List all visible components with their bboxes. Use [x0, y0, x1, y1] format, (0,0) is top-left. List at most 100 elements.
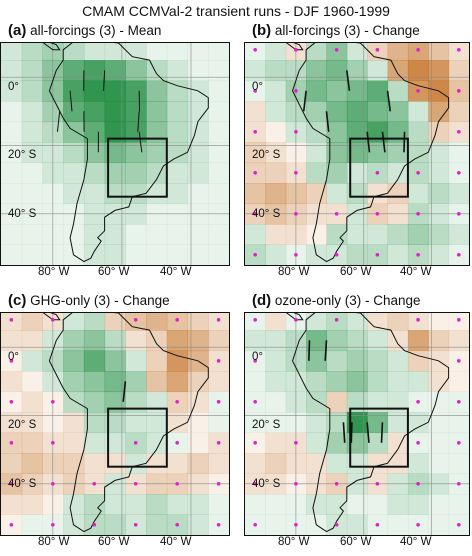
heatmap-cell [125, 101, 146, 122]
heatmap-cell [449, 494, 469, 515]
heatmap-cell [105, 245, 126, 265]
heatmap-cell [306, 122, 327, 143]
significance-dot [376, 48, 380, 52]
heatmap-cell [22, 43, 43, 61]
significance-dot [416, 523, 420, 527]
heatmap-cell [306, 453, 327, 474]
significance-dot [335, 48, 339, 52]
significance-dot [294, 212, 298, 216]
lon-label-80w: 80° W [38, 536, 69, 548]
heatmap-cell [449, 60, 469, 81]
heatmap-cell [125, 313, 146, 331]
significance-dot [376, 212, 380, 216]
significance-dot [416, 318, 420, 322]
significance-dot [253, 523, 257, 527]
heatmap-cell [245, 60, 266, 81]
heatmap-cell [167, 81, 188, 102]
heatmap-cell [449, 224, 469, 245]
heatmap-cell [84, 101, 105, 122]
significance-dot [457, 212, 461, 216]
heatmap-cell [105, 494, 126, 515]
lon-label-80w: 80° W [38, 266, 69, 278]
heatmap-cell [208, 224, 229, 245]
significance-dot [217, 400, 221, 404]
heatmap-cell [388, 224, 409, 245]
heatmap-cell [388, 330, 409, 351]
heatmap-cell [408, 122, 429, 143]
heatmap-cell [245, 183, 266, 204]
lon-label-40w: 40° W [160, 266, 191, 278]
heatmap-cell [347, 101, 368, 122]
heatmap-cell [245, 101, 266, 122]
heatmap-cell [347, 515, 368, 535]
significance-dot [294, 523, 298, 527]
heatmap-cell [125, 43, 146, 61]
significance-dot [416, 441, 420, 445]
heatmap-cell [63, 122, 84, 143]
significance-dot [253, 318, 257, 322]
significance-dot [457, 441, 461, 445]
heatmap-cell [306, 433, 327, 454]
lat-label-0: 0° [252, 351, 263, 363]
heatmap-cell [146, 515, 167, 535]
lat-label-20s: 20° S [8, 419, 36, 431]
heatmap-cell [408, 313, 429, 331]
lon-label-40w: 40° W [400, 266, 431, 278]
panel-d-letter: (d) [252, 292, 271, 309]
heatmap-cell [449, 453, 469, 474]
heatmap-cell [388, 81, 409, 102]
heatmap-cell [63, 433, 84, 454]
heatmap-cell [326, 60, 347, 81]
heatmap-cell [326, 330, 347, 351]
heatmap-cell [105, 351, 126, 372]
heatmap-cell [367, 224, 388, 245]
significance-dot [376, 253, 380, 257]
significance-dot [134, 523, 138, 527]
heatmap-cell [146, 101, 167, 122]
heatmap-cell [1, 122, 22, 143]
heatmap-cell [367, 371, 388, 392]
heatmap-cell [22, 60, 43, 81]
heatmap-cell [265, 351, 286, 372]
heatmap-cell [245, 313, 266, 331]
panel-d: (d) ozone-only (3) - Change 0° 20° S 40°… [244, 292, 472, 556]
significance-dot [217, 441, 221, 445]
heatmap-cell [125, 224, 146, 245]
heatmap-cell [265, 494, 286, 515]
heatmap-cell [167, 224, 188, 245]
heatmap-cell [347, 43, 368, 61]
lat-label-40s: 40° S [252, 208, 280, 220]
heatmap-cell [449, 371, 469, 392]
panel-a-letter: (a) [8, 22, 26, 39]
significance-dot [335, 482, 339, 486]
heatmap-cell [449, 43, 469, 61]
heatmap-cell [146, 453, 167, 474]
lon-label-40w: 40° W [400, 536, 431, 548]
significance-dot [416, 482, 420, 486]
heatmap-cell [125, 245, 146, 265]
significance-dot [253, 171, 257, 175]
heatmap-cell [326, 494, 347, 515]
significance-dot [10, 318, 14, 322]
heatmap-cell [167, 122, 188, 143]
significance-dot [457, 253, 461, 257]
heatmap-cell [408, 43, 429, 61]
heatmap-cell [167, 60, 188, 81]
heatmap-cell [408, 101, 429, 122]
heatmap-cell [125, 330, 146, 351]
heatmap-cell [84, 60, 105, 81]
panel-c: (c) GHG-only (3) - Change 0° 20° S 40° S… [0, 292, 236, 556]
heatmap-cell [63, 60, 84, 81]
heatmap-cell [347, 494, 368, 515]
heatmap-cell [146, 371, 167, 392]
heatmap-cell [105, 371, 126, 392]
heatmap-cell [388, 351, 409, 372]
lon-label-60w: 60° W [98, 266, 129, 278]
heatmap-cell [388, 494, 409, 515]
heatmap-cell [306, 163, 327, 184]
heatmap-cell [245, 43, 266, 61]
heatmap-cell [326, 453, 347, 474]
heatmap-cell [167, 43, 188, 61]
heatmap-cell [146, 494, 167, 515]
panel-b-letter: (b) [252, 22, 271, 39]
